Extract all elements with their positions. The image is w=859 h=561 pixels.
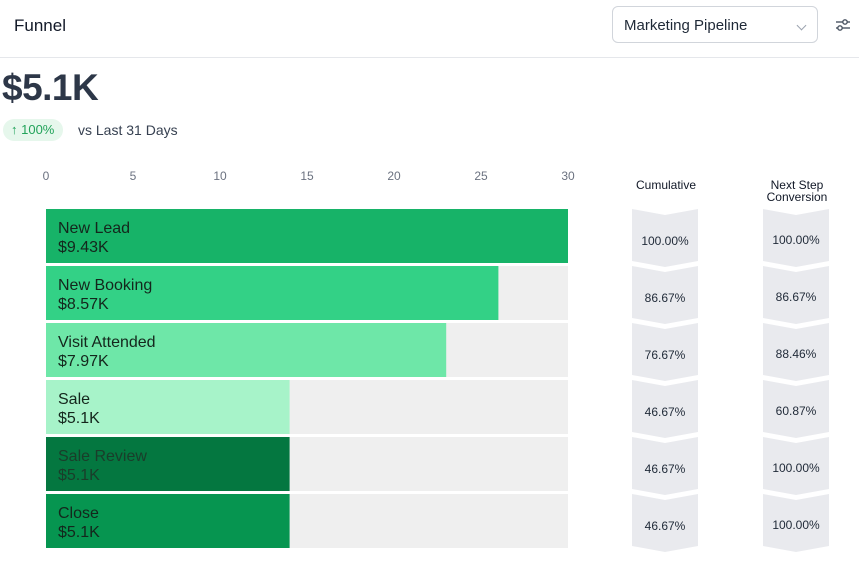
next-step-value: 86.67% [776, 290, 817, 304]
filter-settings-icon[interactable] [834, 17, 852, 33]
next-step-header-line2: Conversion [766, 190, 828, 204]
funnel-bar [46, 437, 290, 491]
cumulative-header: Cumulative [635, 178, 697, 192]
next-step-arrow [763, 266, 829, 324]
header: Funnel Marketing Pipeline [0, 0, 859, 58]
x-tick-label: 30 [561, 169, 575, 183]
next-step-header-line1: Next Step [770, 178, 824, 192]
cumulative-arrow [632, 380, 698, 438]
next-step-value: 100.00% [772, 233, 820, 247]
chevron-down-icon [796, 20, 807, 31]
change-badge: ↑ 100% [3, 119, 64, 141]
stage-name: New Lead [58, 220, 130, 237]
cumulative-value: 76.67% [645, 348, 686, 362]
page-title: Funnel [14, 16, 66, 35]
x-tick-label: 10 [213, 169, 227, 183]
next-step-arrow [763, 380, 829, 438]
next-step-arrow [763, 209, 829, 267]
funnel-chart: 0 5 10 15 20 25 30 New Lead $9.43K 100.00% 100.00%… [43, 169, 829, 552]
stage-amount: $9.43K [58, 239, 109, 256]
next-step-arrow [763, 437, 829, 495]
cumulative-value: 46.67% [645, 462, 686, 476]
cumulative-arrow [632, 437, 698, 495]
x-tick-label: 0 [43, 169, 50, 183]
stage-name: New Booking [58, 277, 152, 294]
stage-amount: $7.97K [58, 353, 109, 370]
stage-amount: $5.1K [58, 524, 100, 541]
funnel-bar [46, 323, 447, 377]
comparison-label: vs Last 31 Days [78, 122, 178, 138]
next-step-value: 88.46% [776, 347, 817, 361]
stage-name: Sale [58, 391, 90, 408]
next-step-arrow [763, 494, 829, 552]
stage-amount: $5.1K [58, 410, 100, 427]
stage-name: Close [58, 505, 99, 522]
cumulative-arrow [632, 323, 698, 381]
cumulative-value: 46.67% [645, 519, 686, 533]
funnel-bar [46, 209, 568, 263]
stage-amount: $8.57K [58, 296, 109, 313]
funnel-bar [46, 494, 290, 548]
cumulative-value: 46.67% [645, 405, 686, 419]
cumulative-arrow [632, 209, 698, 267]
funnel-bar [46, 266, 499, 320]
x-tick-label: 20 [387, 169, 401, 183]
pipeline-select[interactable]: Marketing Pipeline [612, 6, 818, 43]
cumulative-value: 100.00% [641, 234, 689, 248]
funnel-bar [46, 380, 290, 434]
stage-name: Sale Review [58, 448, 147, 465]
total-value: $5.1K [2, 67, 99, 108]
x-tick-label: 15 [300, 169, 314, 183]
cumulative-arrow [632, 494, 698, 552]
next-step-value: 100.00% [772, 518, 820, 532]
next-step-header: Next Step Conversion [757, 179, 837, 203]
next-step-value: 60.87% [776, 404, 817, 418]
pipeline-select-value: Marketing Pipeline [624, 17, 748, 34]
stage-name: Visit Attended [58, 334, 156, 351]
stage-amount: $5.1K [58, 467, 100, 484]
next-step-value: 100.00% [772, 461, 820, 475]
x-tick-label: 25 [474, 169, 488, 183]
cumulative-value: 86.67% [645, 291, 686, 305]
next-step-arrow [763, 323, 829, 381]
x-tick-label: 5 [130, 169, 137, 183]
cumulative-arrow [632, 266, 698, 324]
